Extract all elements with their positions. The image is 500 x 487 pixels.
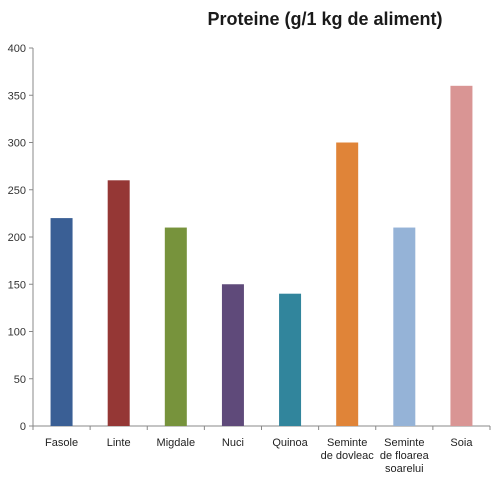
x-category-label-line: soarelui [385, 463, 424, 475]
bars [50, 85, 473, 427]
y-tick-label: 300 [8, 138, 26, 150]
x-category-label-line: Migdale [157, 437, 196, 449]
y-tick-label: 350 [8, 90, 26, 102]
y-tick-label: 400 [8, 43, 26, 55]
y-tick-label: 200 [8, 232, 26, 244]
x-category-label-line: Seminte [327, 437, 367, 449]
x-axis-labels: Fasole Linte Migdale Nuci Quinoa Seminte de do… [32, 426, 491, 475]
axes [32, 48, 490, 427]
x-category-label: Soia [450, 437, 473, 449]
bar [164, 227, 187, 426]
x-category-label: Fasole [45, 437, 78, 449]
y-tick-label: 100 [8, 327, 26, 339]
bar [50, 218, 73, 426]
x-category-label-line: de floarea [380, 450, 430, 462]
x-category-label: Migdale [157, 437, 196, 449]
bar [279, 293, 302, 426]
x-category-label-line: Soia [450, 437, 473, 449]
x-category-label: Linte [107, 437, 131, 449]
bar [450, 85, 473, 427]
y-tick-label: 250 [8, 185, 26, 197]
x-category-label-line: de dovleac [321, 450, 375, 462]
x-category-label: Seminte de floarea soarelui [380, 437, 430, 475]
x-category-label: Seminte de dovleac [321, 437, 375, 462]
y-tick-label: 0 [20, 421, 26, 433]
y-tick-label: 150 [8, 279, 26, 291]
x-category-label-line: Linte [107, 437, 131, 449]
chart-title: Proteine (g/1 kg de aliment) [207, 9, 443, 29]
x-category-label: Quinoa [272, 437, 308, 449]
bar [107, 180, 130, 426]
x-category-label: Nuci [222, 437, 244, 449]
x-category-label-line: Fasole [45, 437, 78, 449]
bar [393, 227, 416, 426]
x-category-label-line: Nuci [222, 437, 244, 449]
y-tick-label: 50 [14, 374, 26, 386]
bar [221, 284, 244, 426]
x-category-label-line: Quinoa [272, 437, 308, 449]
y-axis-ticks: 0 50 100 150 200 250 300 350 400 [8, 43, 33, 433]
bar [336, 142, 359, 426]
x-category-label-line: Seminte [384, 437, 424, 449]
